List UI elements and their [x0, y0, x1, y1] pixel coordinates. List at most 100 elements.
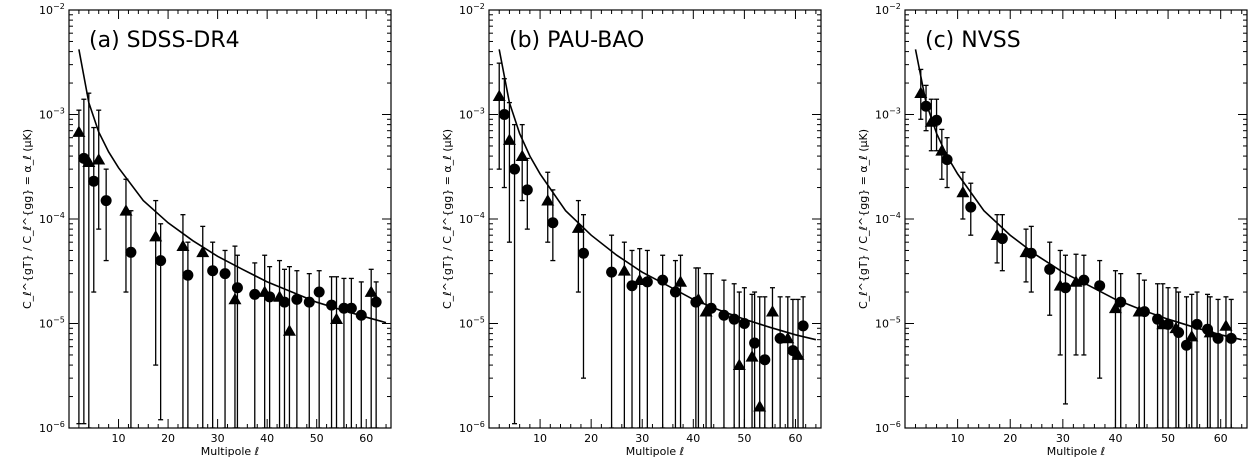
data-point-circle: [1044, 263, 1056, 275]
data-point-circle: [657, 274, 669, 286]
data-point-circle: [738, 318, 750, 329]
data-point-circle: [498, 109, 510, 120]
x-tick-label: 60: [359, 432, 373, 445]
data-point-triangle: [72, 125, 86, 137]
panel-1: 10 20 30 40 50 60 10−6 10−5 10−4 10−3 10−2 Multipol…: [21, 2, 392, 458]
panel-title: (c) NVSS: [925, 28, 1021, 53]
data-point-triangle: [1069, 275, 1083, 287]
plot-frame: [68, 9, 392, 429]
data-point-triangle: [228, 292, 242, 305]
y-tick-label: 10−2: [39, 2, 65, 17]
data-point-triangle: [1185, 330, 1199, 342]
data-point-circle: [920, 100, 932, 112]
y-tick-label: 10−2: [875, 2, 901, 17]
y-axis-label: C_ℓ^{gT} / C_ℓ^{gg} = α_ℓ (μK): [857, 129, 870, 309]
x-tick-label: 20: [584, 432, 598, 445]
data-point-circle: [155, 255, 167, 267]
data-point-triangle: [765, 305, 779, 317]
data-point-circle: [88, 175, 100, 187]
data-point-triangle: [674, 275, 688, 287]
data-point-triangle: [924, 115, 938, 127]
data-point-triangle: [515, 149, 529, 161]
data-point-triangle: [92, 153, 106, 165]
data-point-circle: [521, 184, 533, 196]
x-tick-label: 60: [1214, 432, 1228, 445]
y-tick-label: 10−6: [459, 420, 485, 435]
x-tick-label: 30: [211, 432, 225, 445]
data-point-triangle: [633, 273, 647, 286]
data-point-circle: [355, 309, 367, 321]
data-point-triangle: [571, 221, 585, 233]
data-point-triangle: [273, 290, 287, 302]
data-point-circle: [125, 246, 137, 258]
data-point-circle: [1152, 313, 1164, 325]
x-tick-label: 10: [533, 432, 547, 445]
data-point-triangle: [1108, 301, 1122, 314]
data-point-circle: [797, 320, 809, 332]
data-point-circle: [182, 269, 194, 281]
y-tick-label: 10−3: [875, 107, 901, 122]
data-point-triangle: [990, 228, 1004, 241]
x-tick-label: 20: [161, 432, 175, 445]
x-tick-label: 10: [951, 432, 965, 445]
x-tick-label: 40: [1108, 432, 1122, 445]
x-tick-label: 60: [788, 432, 802, 445]
model-curve: [498, 49, 817, 341]
data-point-triangle: [935, 144, 949, 156]
y-tick-label: 10−2: [459, 2, 485, 17]
data-point-circle: [231, 282, 243, 294]
data-point-triangle: [791, 348, 805, 360]
panel-title: (b) PAU-BAO: [509, 28, 644, 53]
data-point-triangle: [1156, 317, 1170, 330]
data-point-triangle: [82, 155, 96, 168]
data-point-triangle: [119, 204, 133, 216]
data-point-circle: [749, 337, 761, 349]
data-point-triangle: [364, 285, 378, 297]
x-tick-label: 30: [635, 432, 649, 445]
data-point-triangle: [492, 89, 506, 101]
data-point-triangle: [1169, 321, 1183, 334]
data-point-circle: [207, 265, 219, 277]
x-tick-label: 50: [310, 432, 324, 445]
data-point-circle: [345, 302, 357, 314]
data-point-triangle: [1132, 305, 1146, 317]
x-axis-label: Multipole ℓ: [1047, 445, 1105, 458]
plot-frame: [488, 9, 822, 429]
x-tick-label: 40: [260, 432, 274, 445]
y-tick-label: 10−5: [39, 316, 65, 331]
data-point-triangle: [745, 350, 759, 362]
data-point-triangle: [914, 86, 928, 99]
data-point-triangle: [753, 400, 767, 412]
data-point-circle: [303, 296, 315, 308]
data-point-triangle: [330, 312, 344, 325]
x-tick-label: 10: [112, 432, 126, 445]
x-tick-label: 50: [1161, 432, 1175, 445]
data-point-triangle: [732, 358, 746, 370]
plot-frame: [904, 9, 1248, 429]
data-point-triangle: [196, 245, 210, 258]
data-point-triangle: [956, 185, 970, 198]
data-point-circle: [1180, 339, 1192, 351]
panel-2: 10 20 30 40 50 60 10−6 10−5 10−4 10−3 10−2 Multipol…: [441, 2, 822, 458]
data-point-circle: [669, 286, 681, 298]
data-point-circle: [1225, 332, 1237, 344]
data-point-circle: [1078, 274, 1090, 286]
model-curve: [78, 49, 387, 324]
data-point-triangle: [699, 305, 713, 317]
data-point-circle: [759, 354, 771, 366]
y-tick-label: 10−6: [875, 420, 901, 435]
panel-title: (a) SDSS-DR4: [89, 28, 240, 53]
y-tick-label: 10−5: [459, 316, 485, 331]
data-point-circle: [1115, 296, 1127, 308]
data-point-triangle: [258, 285, 272, 297]
data-point-circle: [313, 286, 325, 298]
x-tick-label: 20: [1003, 432, 1017, 445]
x-axis-label: Multipole ℓ: [626, 445, 684, 458]
x-tick-label: 40: [686, 432, 700, 445]
plot-area: [492, 49, 817, 428]
data-point-triangle: [282, 324, 296, 336]
data-point-circle: [509, 163, 521, 175]
data-point-triangle: [149, 230, 163, 242]
data-point-circle: [718, 309, 730, 321]
